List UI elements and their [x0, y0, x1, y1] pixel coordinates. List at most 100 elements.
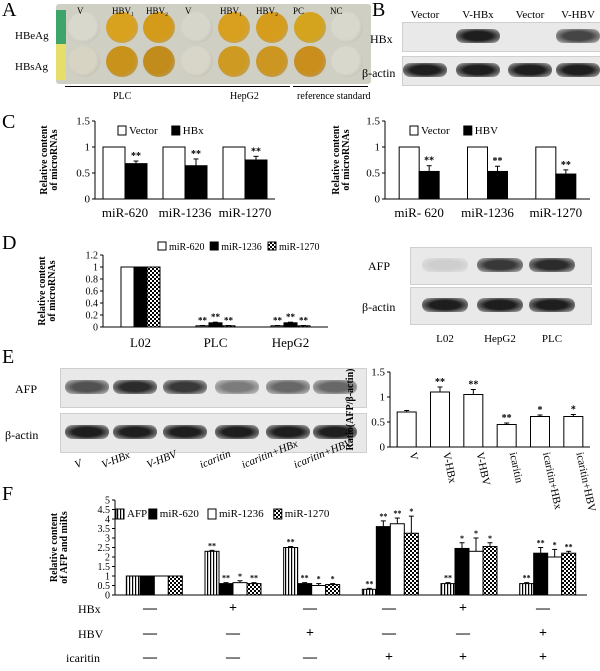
y-axis-label: Relative content	[331, 125, 342, 195]
bar-mir-620	[375, 526, 391, 596]
significance-mark: *	[317, 575, 321, 584]
y-tick-label: 1.5	[98, 562, 111, 573]
condition-value: —	[226, 626, 240, 641]
blot-band	[163, 425, 207, 439]
plate-well	[105, 46, 138, 77]
bar-mir-620	[139, 575, 155, 596]
bar-mir-1236	[208, 322, 223, 328]
legend-swatch-mir-1236	[207, 508, 217, 520]
plate-well	[293, 12, 326, 43]
bar-hbx	[124, 163, 148, 200]
bar-mir-1270	[246, 583, 262, 596]
y-tick-label: 0.5	[366, 168, 380, 180]
blot-band	[215, 425, 259, 439]
legend-label-hbx: HBx	[183, 125, 204, 137]
bar-mir-620	[533, 552, 549, 596]
y-tick-label: 1	[380, 392, 386, 404]
chart-d: 00.20.40.60.811.2 Relative content of micr…	[37, 241, 328, 350]
legend-label-mir-620: miR-620	[169, 242, 205, 253]
y-tick-label: 4	[105, 515, 110, 526]
y-tick-label: 4.5	[98, 505, 111, 516]
y-axis-label: Relative content	[39, 125, 50, 195]
plate-column-label: NC	[330, 6, 343, 16]
legend-label-vector: Vector	[129, 125, 158, 137]
significance-mark: **	[424, 156, 434, 167]
category-label: miR- 620	[394, 205, 443, 220]
plate-column-label: V	[77, 6, 84, 16]
significance-mark: **	[379, 512, 387, 521]
row-label-hbsag: HBsAg	[15, 61, 49, 73]
condition-label-hbx: HBx	[78, 602, 101, 616]
bar-mir-620	[454, 547, 470, 596]
significance-mark: **	[444, 574, 452, 583]
legend-label-mir-620: miR-620	[160, 508, 200, 520]
significance-mark: **	[561, 160, 571, 171]
bar-mir-1236	[547, 556, 563, 596]
significance-mark: **	[537, 539, 545, 548]
y-tick-label: 1.5	[366, 116, 380, 128]
category-label: PLC	[204, 335, 228, 350]
condition-value: —	[303, 601, 317, 616]
significance-mark: **	[131, 151, 141, 162]
legend-swatch-mir-1270	[273, 508, 283, 520]
band-label-hbx: HBx	[370, 32, 393, 46]
bar-mir-1236	[389, 523, 405, 596]
y-tick-label: 1	[105, 572, 110, 583]
plate-edge-green	[56, 10, 66, 44]
plate-column-label: HBV₁	[220, 6, 243, 16]
bar-mir-1236	[153, 575, 169, 596]
condition-label-icaritin: icaritin	[66, 651, 100, 665]
panel-letter-d: D	[2, 232, 17, 254]
significance-mark: **	[222, 574, 230, 583]
bar-mir-1270	[146, 266, 161, 328]
legend-swatch-mir-1236	[209, 241, 219, 251]
legend-label-mir-1270: miR-1270	[285, 508, 330, 520]
blot-band	[456, 29, 500, 43]
bar-afp-actin	[563, 416, 584, 448]
plate-well	[218, 12, 251, 43]
condition-value: —	[382, 626, 396, 641]
panel-letter-b: B	[372, 0, 386, 21]
y-tick-label: 3	[105, 534, 110, 545]
condition-value: +	[459, 650, 467, 665]
condition-value: —	[456, 626, 470, 641]
band-label-beta-actin: β-actin	[5, 428, 39, 442]
bar-afp-actin	[530, 416, 550, 448]
significance-mark: *	[238, 572, 242, 581]
blot-band	[266, 425, 310, 439]
y-axis-label: of microRNAs	[341, 129, 352, 190]
y-tick-label: 2.5	[98, 543, 111, 554]
category-label: miR-620	[102, 205, 148, 220]
bar-mir-1270	[167, 575, 183, 596]
y-axis-label: Ratio(AFP/β-actin)	[345, 369, 356, 451]
plate-well	[293, 46, 326, 77]
blot-band	[422, 258, 468, 272]
y-tick-label: 1.5	[371, 367, 385, 379]
legend-swatch-mir-620	[157, 241, 167, 251]
bar-afp	[361, 588, 377, 596]
category-label: icaritin	[507, 451, 525, 484]
bar-mir-1236	[283, 322, 298, 328]
plate-column-label: HBV₂	[146, 6, 169, 16]
condition-value: —	[536, 601, 550, 616]
y-tick-label: 0.8	[86, 275, 99, 286]
plate-well	[256, 12, 288, 43]
significance-mark: **	[211, 312, 221, 322]
condition-value: +	[459, 601, 467, 616]
plate-well	[143, 12, 176, 43]
bar-afp	[519, 583, 535, 596]
bar-vector	[535, 146, 557, 200]
lane-label-vector: Vector	[515, 9, 545, 21]
plate-edge-yellow	[56, 44, 66, 80]
significance-mark: *	[409, 507, 413, 516]
bar-hbx	[184, 165, 208, 200]
lane-label-plc: PLC	[541, 333, 563, 345]
y-axis-label: of microRNAs	[47, 260, 58, 321]
blot-band	[113, 425, 157, 439]
plate-well	[180, 46, 213, 77]
category-label: miR-1270	[219, 205, 272, 220]
blot-band	[529, 258, 575, 272]
bar-afp-actin	[463, 394, 484, 448]
significance-mark: **	[435, 377, 445, 388]
group-line-hepg2	[195, 86, 290, 87]
